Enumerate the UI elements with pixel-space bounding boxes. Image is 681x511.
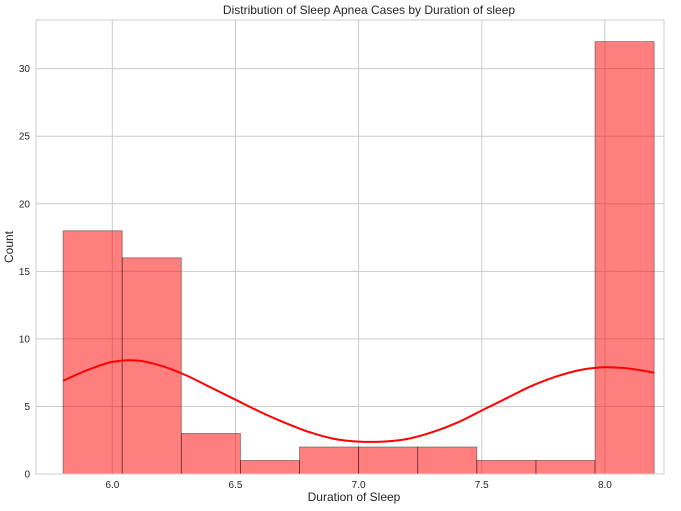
- y-tick-label: 30: [19, 64, 31, 75]
- histogram-bar: [417, 446, 478, 475]
- histogram-bar: [476, 460, 537, 475]
- histogram-bar: [535, 460, 596, 475]
- histogram-bar: [180, 433, 241, 475]
- kde-line: [62, 359, 655, 443]
- x-tick-label: 8.0: [598, 480, 612, 491]
- histogram-bar: [358, 446, 419, 475]
- y-tick-label: 15: [19, 267, 31, 278]
- x-axis-label: Duration of Sleep: [308, 490, 401, 504]
- y-tick-label: 25: [19, 132, 31, 143]
- histogram-bar: [299, 446, 360, 475]
- histogram-bar: [594, 41, 655, 475]
- x-tick-labels: 6.0 6.5 7.0 7.5 8.0: [105, 480, 612, 491]
- histogram-bar: [121, 257, 182, 475]
- x-tick-label: 7.0: [352, 480, 366, 491]
- histogram-bar: [240, 460, 300, 475]
- histogram-bar: [62, 230, 123, 475]
- histogram-bars: [62, 41, 655, 475]
- chart-title: Distribution of Sleep Apnea Cases by Dur…: [223, 3, 515, 17]
- y-tick-labels: 0 5 10 15 20 25 30: [19, 64, 31, 480]
- y-tick-label: 10: [19, 334, 31, 345]
- y-tick-label: 5: [24, 402, 30, 413]
- y-axis-label: Count: [2, 230, 16, 263]
- y-tick-label: 0: [24, 470, 30, 481]
- y-tick-label: 20: [19, 199, 31, 210]
- x-tick-label: 6.0: [105, 480, 119, 491]
- kde-curve-group: [62, 359, 655, 443]
- x-tick-label: 6.5: [229, 480, 243, 491]
- axes-frame: [35, 19, 665, 475]
- x-tick-label: 7.5: [475, 480, 489, 491]
